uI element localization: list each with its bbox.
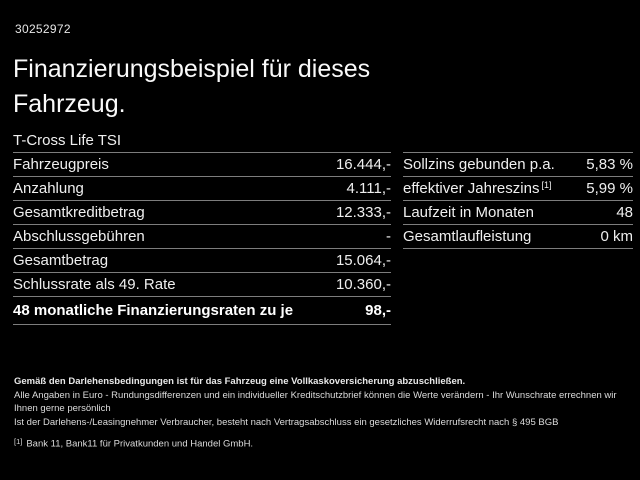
finance-table: Fahrzeugpreis 16.444,- Anzahlung 4.111,-… <box>13 152 391 325</box>
table-row-monthly-rate: 48 monatliche Finanzierungsraten zu je 9… <box>13 296 391 324</box>
row-label: Anzahlung <box>13 180 84 197</box>
table-row: Schlussrate als 49. Rate 10.360,- <box>13 272 391 296</box>
table-row: effektiver Jahreszins [1] 5,99 % <box>403 176 633 200</box>
table-row: Gesamtlaufleistung 0 km <box>403 224 633 248</box>
bank-footnote: [1] Bank 11, Bank11 für Privatkunden und … <box>14 435 628 451</box>
row-value: 48 <box>616 204 633 221</box>
table-row: Abschlussgebühren - <box>13 224 391 248</box>
footnote-text: Bank 11, Bank11 für Privatkunden und Han… <box>26 438 254 450</box>
row-label: Gesamtkreditbetrag <box>13 204 145 221</box>
row-value: 10.360,- <box>335 276 391 293</box>
row-value: 15.064,- <box>335 252 391 269</box>
footnote-marker: [1] <box>14 437 23 446</box>
row-value: 4.111,- <box>346 180 391 197</box>
row-label: Schlussrate als 49. Rate <box>13 276 176 293</box>
insurance-note: Gemäß den Darlehensbedingungen ist für d… <box>14 376 466 387</box>
row-value: - <box>386 228 391 245</box>
row-value: 5,99 % <box>586 180 633 197</box>
table-row: Gesamtkreditbetrag 12.333,- <box>13 200 391 224</box>
vehicle-id: 30252972 <box>15 22 71 36</box>
table-row: Laufzeit in Monaten 48 <box>403 200 633 224</box>
disclaimer-line: Alle Angaben in Euro - Rundungsdifferenz… <box>14 389 617 415</box>
row-label: Gesamtlaufleistung <box>403 228 532 245</box>
row-label: effektiver Jahreszins [1] <box>403 180 552 197</box>
row-label: 48 monatliche Finanzierungsraten zu je <box>13 302 294 319</box>
table-row: Anzahlung 4.111,- <box>13 176 391 200</box>
row-label: Fahrzeugpreis <box>13 156 109 173</box>
table-row: Sollzins gebunden p.a. 5,83 % <box>403 152 633 176</box>
footnote-ref: [1] <box>541 180 552 190</box>
table-row: Gesamtbetrag 15.064,- <box>13 248 391 272</box>
row-label: Gesamtbetrag <box>13 252 109 269</box>
row-value: 0 km <box>600 228 633 245</box>
row-value: 12.333,- <box>335 204 391 221</box>
row-label: Sollzins gebunden p.a. <box>403 156 555 173</box>
row-value: 98,- <box>365 302 391 319</box>
disclaimer-line: Ist der Darlehens-/Leasingnehmer Verbrau… <box>14 416 559 428</box>
legal-footer: Gemäß den Darlehensbedingungen ist für d… <box>14 375 628 451</box>
page-title: Finanzierungsbeispiel für dieses Fahrzeu… <box>13 55 371 118</box>
row-value: 5,83 % <box>586 156 633 173</box>
table-row: Fahrzeugpreis 16.444,- <box>13 152 391 176</box>
conditions-table: Sollzins gebunden p.a. 5,83 % effektiver… <box>403 152 633 249</box>
vehicle-model: T-Cross Life TSI <box>13 131 122 149</box>
row-label: Laufzeit in Monaten <box>403 204 534 221</box>
row-label: Abschlussgebühren <box>13 228 145 245</box>
row-value: 16.444,- <box>335 156 391 173</box>
